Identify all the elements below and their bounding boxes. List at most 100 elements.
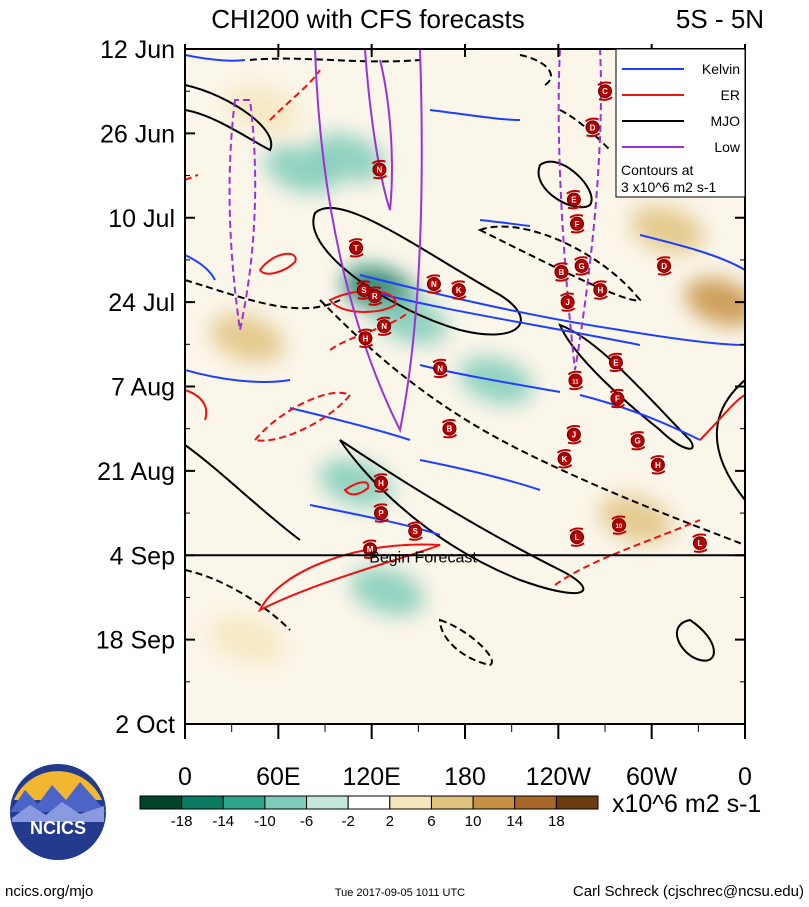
- er-contour: [258, 252, 297, 275]
- low-contour: [314, 49, 423, 434]
- colorbar-label: -18: [171, 813, 193, 830]
- colorbar-label: -2: [342, 813, 355, 830]
- colorbar-label: 10: [465, 813, 482, 830]
- colorbar-label: 2: [386, 813, 394, 830]
- storm-marker: J: [566, 425, 582, 445]
- legend-label: ER: [721, 87, 740, 103]
- storm-label: S: [361, 286, 367, 295]
- colorbar-swatch: [139, 795, 183, 810]
- shading-cell: [210, 615, 284, 664]
- storm-label: F: [575, 220, 580, 229]
- storm-marker: B: [441, 419, 458, 439]
- y-tick-label: 18 Sep: [96, 627, 175, 655]
- low-contour: [228, 99, 257, 331]
- legend: Kelvin ER MJO Low Contours at 3 x10^6 m2 s-…: [615, 48, 746, 198]
- forecast-line-group: Begin Forecast: [185, 549, 745, 566]
- axes: 12 Jun 26 Jun 10 Jul 24 Jul 7 Aug 21 Aug 4 Sep…: [96, 36, 752, 791]
- kelvin-contour: [364, 289, 641, 346]
- storm-marker: N: [426, 274, 442, 294]
- er-contour: [343, 481, 370, 496]
- storm-label: H: [597, 286, 603, 295]
- storm-label: B: [447, 425, 453, 434]
- storm-label: B: [559, 268, 565, 277]
- storm-label: F: [615, 395, 620, 404]
- er-contour: [329, 309, 411, 351]
- shading-cell: [684, 278, 745, 327]
- storm-label: G: [579, 262, 585, 271]
- storm-label: H: [363, 334, 369, 343]
- y-tick-label: 26 Jun: [100, 120, 175, 148]
- storm-marker: F: [569, 214, 585, 234]
- forecast-label: Begin Forecast: [369, 549, 477, 566]
- y-tick-label: 7 Aug: [111, 374, 175, 402]
- er-contour: [185, 389, 208, 421]
- storm-label: H: [378, 479, 384, 488]
- shading-cell: [210, 314, 284, 363]
- y-tick-label: 2 Oct: [115, 711, 175, 739]
- shading-cell: [350, 567, 424, 616]
- kelvin-contour: [185, 254, 216, 281]
- storm-marker: L: [569, 527, 585, 547]
- storm-marker: E: [566, 190, 582, 210]
- storm-label: P: [378, 509, 384, 518]
- kelvin-contour: [309, 504, 441, 536]
- colorbar-swatch: [430, 795, 474, 810]
- legend-label: Low: [714, 139, 741, 155]
- er-contour: [185, 174, 199, 181]
- ncics-logo: NCICS: [10, 764, 106, 860]
- storm-marker: K: [451, 280, 467, 300]
- colorbar-swatch: [306, 795, 349, 810]
- storm-marker: F: [609, 388, 626, 409]
- shading-cell: [226, 85, 300, 134]
- storm-marker: H: [592, 280, 608, 300]
- kelvin-contour: [429, 109, 521, 121]
- y-tick-label: 10 Jul: [108, 205, 175, 233]
- y-tick-label: 24 Jul: [108, 289, 175, 317]
- storm-marker: L: [692, 533, 708, 553]
- storm-marker: N: [371, 159, 388, 180]
- storm-label: J: [572, 431, 576, 440]
- storm-marker: H: [357, 328, 374, 348]
- storm-marker: N: [432, 358, 448, 379]
- storm-marker: R: [367, 286, 383, 306]
- storm-marker: 10: [611, 515, 627, 535]
- storm-label: S: [413, 527, 419, 536]
- er-contour: [554, 519, 701, 586]
- storm-label: D: [590, 123, 596, 132]
- kelvin-contour: [579, 394, 701, 441]
- storm-label: K: [562, 455, 568, 464]
- colorbar-swatch: [555, 795, 599, 810]
- colorbar-swatch: [347, 795, 391, 810]
- storm-marker: S: [356, 280, 372, 300]
- mjo-contour: [537, 160, 593, 209]
- storm-label: C: [602, 87, 608, 96]
- storm-label: H: [655, 461, 661, 470]
- colorbar-label: -14: [212, 813, 234, 830]
- x-tick-label: 0: [738, 763, 752, 791]
- legend-box: [615, 48, 746, 198]
- storm-label: E: [571, 196, 577, 205]
- mjo-contour: [477, 225, 642, 302]
- storm-label: N: [381, 322, 387, 331]
- kelvin-contour: [419, 459, 541, 491]
- legend-label: Kelvin: [702, 61, 740, 77]
- storm-marker: H: [650, 455, 666, 475]
- legend-label: MJO: [710, 113, 740, 129]
- mjo-contour: [339, 439, 585, 594]
- mjo-contour: [185, 569, 291, 631]
- storm-marker: B: [553, 262, 570, 282]
- storm-label: N: [377, 166, 383, 175]
- er-contour: [253, 391, 352, 442]
- shading-layer: [210, 85, 745, 664]
- x-tick-label: 60W: [626, 763, 678, 791]
- x-tick-label: 60E: [256, 763, 300, 791]
- kelvin-contour: [185, 369, 291, 383]
- kelvin-contour: [639, 234, 745, 271]
- colorbar-swatch: [389, 795, 432, 810]
- storm-label: 11: [572, 379, 579, 385]
- colorbar: -18 -14 -10 -6 -2 2 6 10 14 18: [139, 795, 599, 830]
- storm-marker: S: [407, 521, 423, 541]
- er-contour: [269, 69, 321, 121]
- kelvin-contour: [479, 219, 531, 227]
